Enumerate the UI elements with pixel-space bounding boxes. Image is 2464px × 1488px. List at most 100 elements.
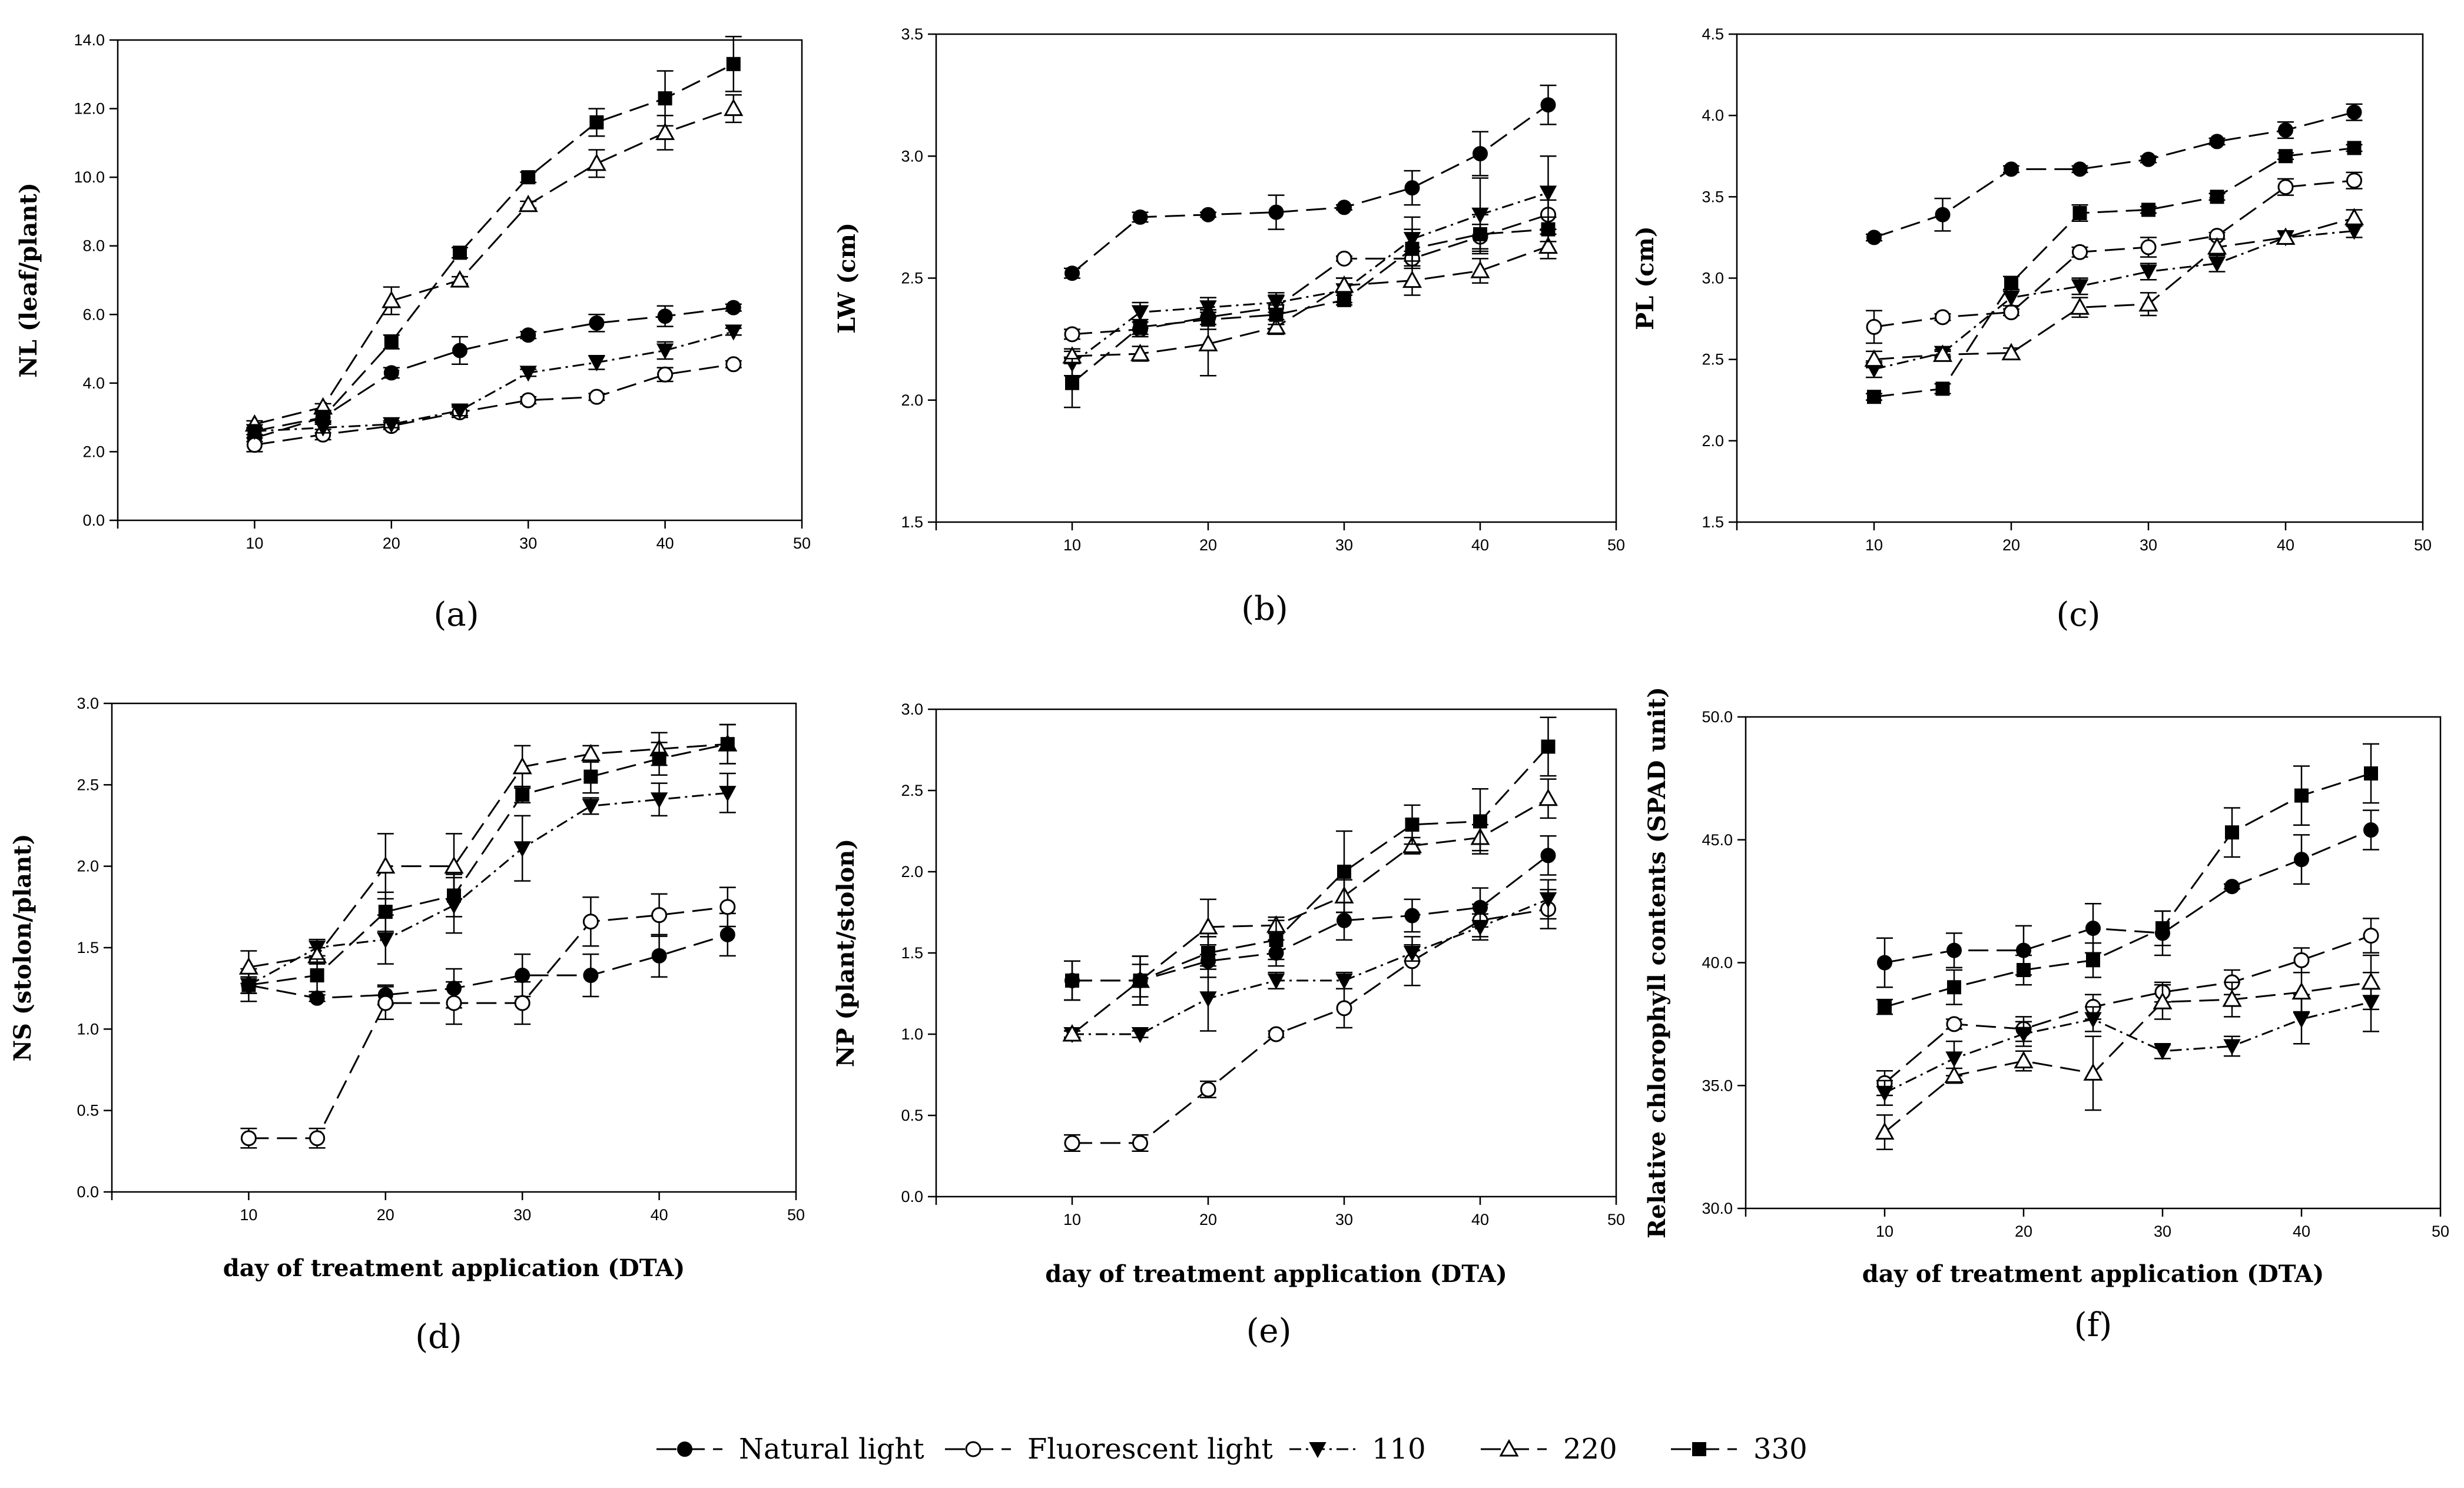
- data-point: [2084, 1012, 2102, 1028]
- legend-label: 110: [1372, 1433, 1426, 1466]
- data-point: [2294, 788, 2309, 803]
- data-point: [1337, 865, 1351, 879]
- series-line: [1072, 228, 1548, 384]
- data-point: [378, 905, 393, 919]
- y-tick-label: 10.0: [74, 168, 105, 186]
- panel-label: (c): [2056, 596, 2100, 634]
- data-point: [1877, 955, 1892, 971]
- data-point: [725, 324, 742, 341]
- data-point: [1935, 207, 1951, 222]
- data-point: [1944, 1065, 1964, 1084]
- data-point: [452, 343, 467, 358]
- data-point: [1935, 381, 1950, 396]
- data-point: [310, 968, 324, 983]
- data-point: [1864, 349, 1884, 367]
- y-tick-label: 0.5: [901, 1107, 923, 1124]
- data-point: [2294, 852, 2309, 868]
- data-point: [2003, 304, 2019, 321]
- x-tick-label: 20: [2015, 1223, 2032, 1240]
- series-line: [248, 743, 728, 987]
- data-point: [1405, 241, 1420, 256]
- data-point: [2225, 825, 2239, 840]
- data-point: [1198, 334, 1218, 351]
- legend-marker: [1499, 1439, 1519, 1457]
- data-point: [2072, 244, 2088, 260]
- data-point: [240, 1130, 257, 1147]
- data-point: [2208, 256, 2226, 273]
- series-line: [254, 63, 734, 432]
- series-330: [1064, 716, 1557, 1006]
- data-point: [2293, 1012, 2310, 1028]
- series-line: [1072, 746, 1549, 982]
- data-point: [2072, 205, 2087, 220]
- series-220: [1062, 233, 1558, 377]
- y-tick-label: 3.0: [77, 695, 99, 712]
- data-point: [2072, 161, 2088, 177]
- y-axis-label: NP (plant/stolon): [832, 839, 860, 1067]
- data-point: [1266, 317, 1286, 334]
- data-point: [1065, 376, 1079, 390]
- data-point: [520, 392, 536, 408]
- y-tick-label: 4.0: [82, 374, 105, 392]
- y-tick-label: 45.0: [1702, 831, 1733, 849]
- data-point: [521, 170, 536, 185]
- data-point: [2363, 822, 2379, 838]
- plot-frame: [111, 702, 797, 1193]
- data-point: [450, 270, 470, 288]
- data-point: [1337, 200, 1352, 215]
- data-point: [309, 990, 325, 1006]
- x-tick-label: 50: [787, 1206, 805, 1224]
- data-point: [519, 366, 537, 382]
- x-tick-label: 10: [1876, 1223, 1893, 1240]
- data-point: [724, 98, 744, 117]
- x-axis-label: day of treatment application (DTA): [1862, 1260, 2324, 1288]
- data-point: [1130, 343, 1150, 361]
- panel-label: (e): [1246, 1312, 1292, 1350]
- data-point: [1337, 912, 1352, 928]
- data-point: [2014, 1051, 2034, 1068]
- y-tick-label: 30.0: [1702, 1200, 1733, 1217]
- data-point: [1132, 209, 1148, 225]
- data-point: [1198, 916, 1218, 935]
- data-point: [2209, 134, 2225, 150]
- data-point: [657, 366, 674, 383]
- data-point: [2141, 202, 2155, 217]
- data-point: [1540, 97, 1556, 113]
- data-point: [2207, 237, 2227, 255]
- chart-panel-2: 1.5 2.0 2.5 3.0 3.5 10 20 30 40 50 LW (cm) (b): [833, 25, 1625, 628]
- chart-panel-6: 30.0 35.0 40.0 45.0 50.0 10 20 30 40 50 Relative c…: [1643, 687, 2449, 1344]
- y-tick-label: 50.0: [1702, 708, 1733, 726]
- y-tick-label: 40.0: [1702, 954, 1733, 972]
- data-point: [2154, 1044, 2171, 1060]
- x-tick-label: 20: [2002, 536, 2020, 554]
- data-point: [1539, 892, 1557, 909]
- data-point: [1269, 932, 1284, 947]
- data-point: [453, 245, 467, 260]
- data-point: [376, 856, 396, 874]
- y-tick-label: 12.0: [74, 100, 105, 118]
- data-point: [2002, 290, 2020, 307]
- chart-panel-1: 0.0 2.0 4.0 6.0 8.0 10.0 12.0 14.0 10 20 30 40 50 NL …: [15, 31, 811, 634]
- series-line: [1873, 147, 2354, 398]
- y-tick-label: 1.5: [901, 513, 923, 531]
- x-tick-label: 10: [240, 1206, 257, 1224]
- x-tick-label: 10: [1063, 1211, 1081, 1228]
- y-tick-label: 2.0: [901, 391, 923, 409]
- x-tick-label: 20: [1199, 536, 1217, 554]
- data-point: [2278, 122, 2293, 138]
- data-point: [719, 786, 737, 802]
- data-point: [1402, 270, 1422, 288]
- data-point: [1064, 326, 1080, 343]
- data-point: [588, 388, 605, 405]
- data-point: [726, 57, 741, 71]
- data-point: [520, 327, 536, 343]
- y-tick-label: 2.0: [77, 858, 99, 875]
- series-line: [248, 743, 728, 968]
- data-point: [652, 752, 666, 766]
- y-tick-label: 8.0: [82, 237, 105, 255]
- x-tick-label: 10: [1865, 536, 1883, 554]
- data-point: [2291, 982, 2312, 1000]
- series-330: [246, 35, 742, 439]
- data-point: [1131, 305, 1149, 321]
